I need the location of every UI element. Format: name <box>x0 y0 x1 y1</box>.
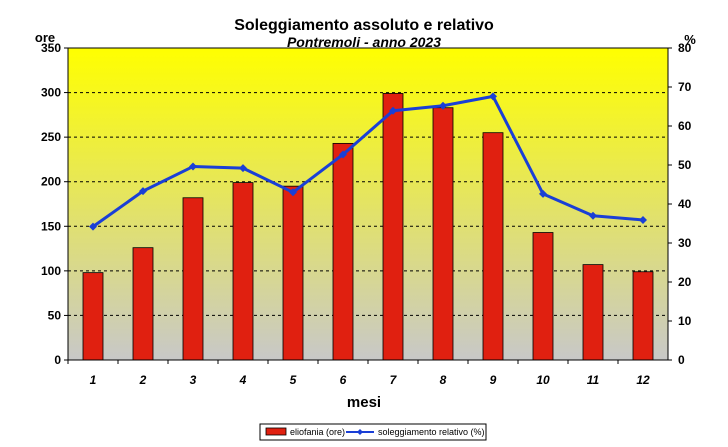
y2-tick-label: 20 <box>678 275 692 289</box>
bar <box>182 197 204 361</box>
line-point <box>289 188 297 197</box>
y-tick-label: 350 <box>41 41 61 55</box>
x-tick-label: 4 <box>239 373 247 387</box>
line-point <box>539 189 547 198</box>
x-tick-label: 5 <box>290 373 297 387</box>
legend-label-bars: eliofania (ore) <box>290 427 345 437</box>
chart-subtitle: Pontremoli - anno 2023 <box>287 34 441 50</box>
y2-tick-label: 10 <box>678 314 692 328</box>
legend: eliofania (ore) soleggiamento relativo (… <box>259 423 487 441</box>
gridlines <box>68 92 668 316</box>
line-point <box>389 106 397 115</box>
x-tick-label: 9 <box>490 373 497 387</box>
y-tick-label: 200 <box>41 175 61 189</box>
bar <box>332 142 354 361</box>
y-tick-label: 250 <box>41 130 61 144</box>
bar <box>232 182 254 361</box>
y2-tick-label: 50 <box>678 158 692 172</box>
bar <box>582 264 604 361</box>
y2-tick-label: 0 <box>678 353 685 367</box>
y-tick-label: 150 <box>41 219 61 233</box>
line-point <box>239 164 247 173</box>
bar <box>282 185 304 361</box>
line-point <box>89 222 97 231</box>
series-line <box>92 94 644 228</box>
line-point <box>189 162 197 171</box>
x-axis-ticks: 1 2 3 4 5 6 7 8 9 10 11 12 <box>67 360 650 387</box>
legend-line-marker <box>357 429 363 435</box>
y-tick-label: 50 <box>48 308 62 322</box>
bar <box>482 132 504 361</box>
x-tick-label: 3 <box>190 373 197 387</box>
x-tick-label: 1 <box>90 373 97 387</box>
y2-tick-label: 30 <box>678 236 692 250</box>
bar <box>382 93 404 361</box>
line-series <box>89 92 647 231</box>
line-point <box>339 150 347 159</box>
line-point <box>139 187 147 196</box>
legend-bar-swatch <box>265 427 287 436</box>
y-axis-label: ore <box>35 30 55 45</box>
x-tick-label: 10 <box>536 373 550 387</box>
y2-tick-label: 80 <box>678 41 692 55</box>
bar <box>132 247 154 361</box>
bar <box>532 232 554 361</box>
y2-tick-label: 60 <box>678 119 692 133</box>
plot-area <box>68 48 668 360</box>
y2-tick-label: 40 <box>678 197 692 211</box>
x-axis-label: mesi <box>347 394 381 411</box>
line-point <box>589 211 597 220</box>
y-axis-ticks: 0 50 100 150 200 250 300 350 <box>41 41 68 367</box>
chart-title: Soleggiamento assoluto e relativo <box>234 17 494 34</box>
y2-axis-label: % <box>684 32 696 47</box>
x-tick-label: 12 <box>636 373 650 387</box>
x-tick-label: 6 <box>340 373 347 387</box>
bar <box>632 271 654 361</box>
bar <box>432 107 454 361</box>
legend-label-line: soleggiamento relativo (%) <box>378 427 485 437</box>
x-tick-label: 2 <box>139 373 147 387</box>
line-point <box>489 92 497 101</box>
y2-axis-ticks: 0 10 20 30 40 50 60 70 80 <box>668 41 692 367</box>
bar <box>82 272 104 361</box>
y2-tick-label: 70 <box>678 80 692 94</box>
line-point <box>639 215 647 224</box>
x-tick-label: 11 <box>587 373 600 387</box>
y-tick-label: 100 <box>41 264 61 278</box>
x-tick-label: 8 <box>440 373 447 387</box>
y-tick-label: 0 <box>54 353 61 367</box>
line-point <box>439 101 447 110</box>
bar-series <box>82 93 654 361</box>
x-tick-label: 7 <box>390 373 398 387</box>
y-tick-label: 300 <box>41 86 61 100</box>
